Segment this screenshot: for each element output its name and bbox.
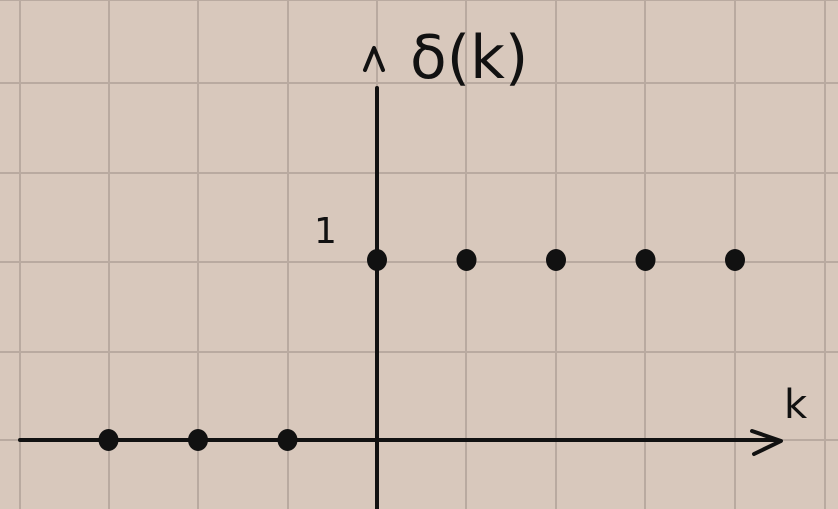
y-axis-label: δ(k) <box>410 23 528 93</box>
x-axis-label: k <box>784 382 808 428</box>
data-point-k2 <box>546 249 566 271</box>
x-axis-arrowhead <box>750 429 783 456</box>
data-point-km2 <box>188 429 208 451</box>
data-point-k3 <box>635 249 656 271</box>
y-tick-label-1: 1 <box>314 211 337 252</box>
data-point-k4 <box>725 249 745 271</box>
data-point-km1 <box>277 429 298 451</box>
y-axis-arrowhead <box>363 46 385 72</box>
data-points <box>98 249 745 451</box>
data-point-k0 <box>367 249 387 271</box>
data-point-k1 <box>456 249 477 271</box>
data-point-km3 <box>98 429 119 451</box>
